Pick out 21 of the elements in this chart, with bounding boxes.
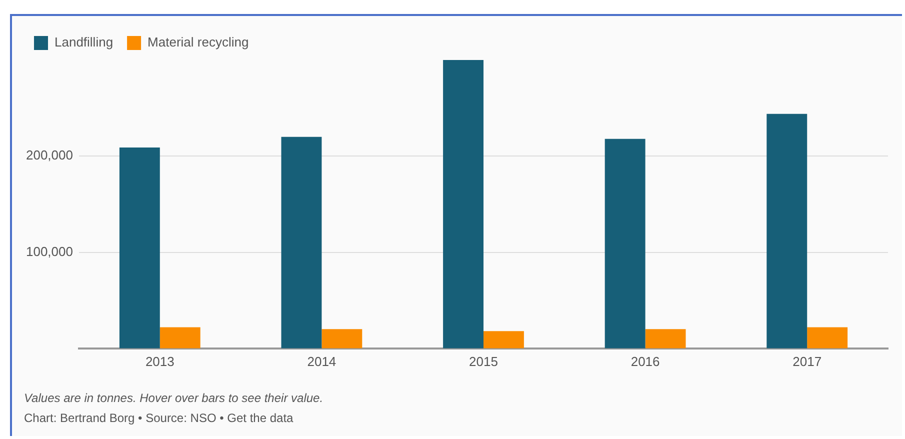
- legend-label: Material recycling: [148, 34, 249, 50]
- legend-label: Landfilling: [54, 34, 114, 50]
- x-tick-label: 2016: [630, 354, 660, 369]
- bar: [443, 60, 484, 348]
- bar: [807, 327, 848, 348]
- x-tick-label: 2017: [792, 354, 822, 369]
- text: Values are in tonnes. Hover over bars to see their value.: [24, 391, 324, 405]
- bar: [119, 147, 160, 348]
- x-tick-label: 2013: [145, 354, 174, 369]
- text: Chart: Bertrand Borg • Source: NSO • Get the data: [24, 411, 294, 425]
- bar: [322, 329, 362, 348]
- y-tick-label: 200,000: [26, 148, 73, 163]
- y-tick-label: 100,000: [26, 244, 73, 259]
- bar: [645, 329, 686, 348]
- x-tick-label: 2015: [469, 354, 498, 369]
- bar: [604, 138, 646, 348]
- bar: [281, 136, 322, 348]
- bar: [766, 114, 808, 348]
- bar: [160, 327, 200, 348]
- bar: [483, 331, 524, 348]
- x-tick-label: 2014: [307, 354, 336, 369]
